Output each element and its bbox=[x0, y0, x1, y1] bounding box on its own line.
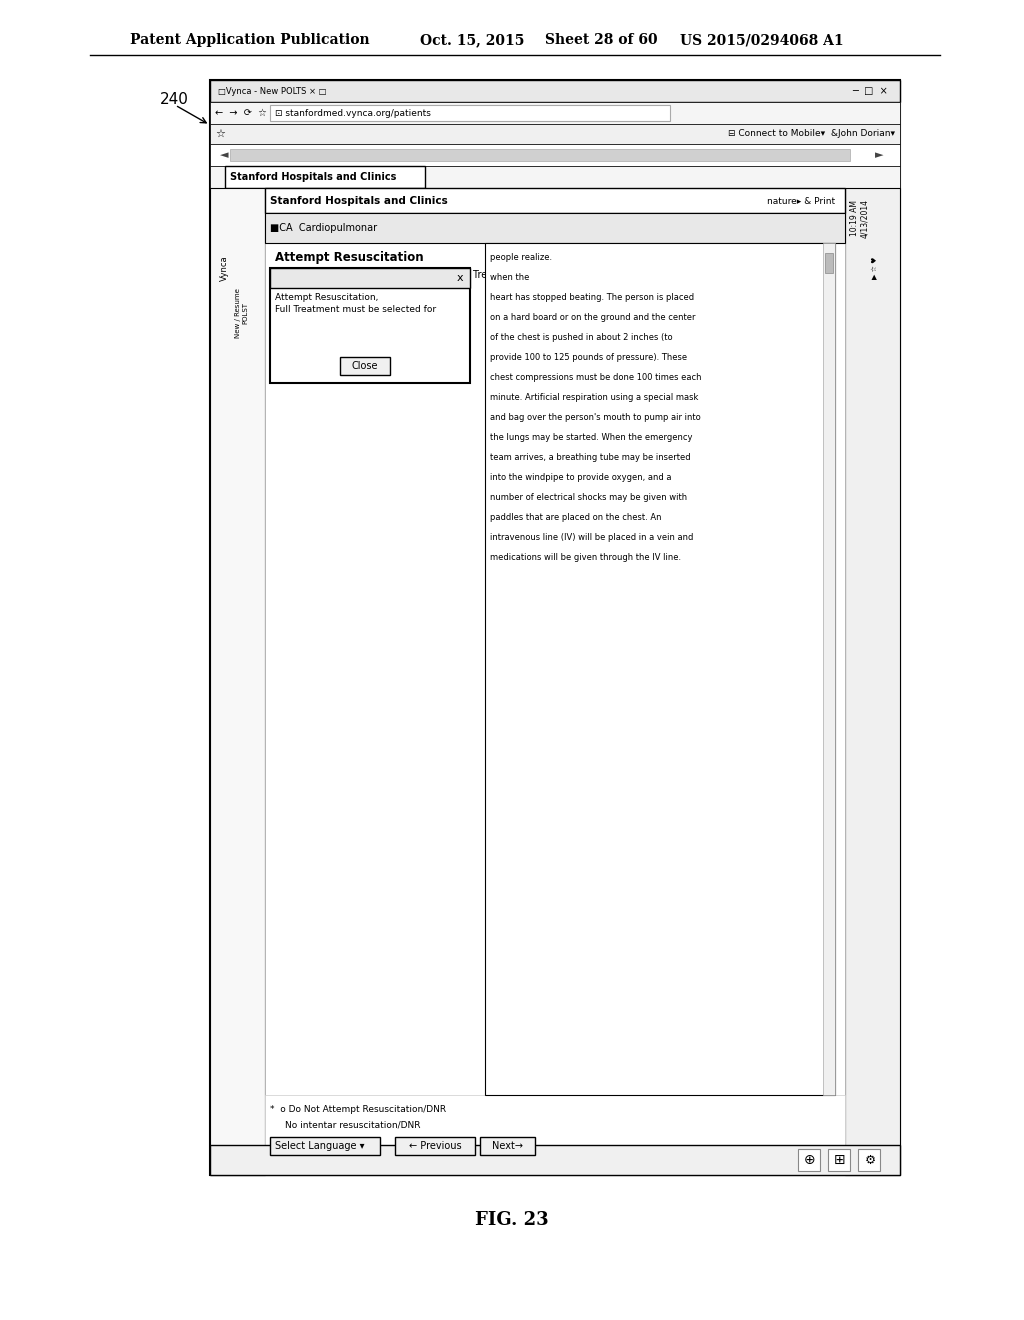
Text: and bag over the person's mouth to pump air into: and bag over the person's mouth to pump … bbox=[490, 413, 700, 422]
Text: Close: Close bbox=[352, 360, 378, 371]
Bar bbox=[485, 243, 835, 1096]
Text: x: x bbox=[457, 273, 463, 282]
Text: Stanford Hospitals and Clinics: Stanford Hospitals and Clinics bbox=[270, 195, 447, 206]
Text: heart has stopped beating. The person is placed: heart has stopped beating. The person is… bbox=[490, 293, 694, 302]
Text: on a hard board or on the ground and the center: on a hard board or on the ground and the… bbox=[490, 314, 695, 322]
Bar bbox=[828, 1148, 850, 1171]
Bar bbox=[210, 81, 900, 102]
Bar bbox=[270, 268, 470, 288]
Bar bbox=[210, 187, 265, 1175]
Text: Attempt Resuscitation,: Attempt Resuscitation, bbox=[275, 293, 379, 302]
Text: 240: 240 bbox=[160, 92, 188, 107]
Text: chest compressions must be done 100 times each: chest compressions must be done 100 time… bbox=[490, 374, 701, 383]
Text: Patent Application Publication: Patent Application Publication bbox=[130, 33, 370, 48]
Bar bbox=[265, 1096, 845, 1175]
Text: Oct. 15, 2015: Oct. 15, 2015 bbox=[420, 33, 524, 48]
Text: nature▸ & Print: nature▸ & Print bbox=[767, 197, 835, 206]
Bar bbox=[265, 187, 845, 213]
Bar bbox=[480, 1137, 535, 1155]
Bar bbox=[858, 1148, 880, 1171]
Bar bbox=[823, 243, 835, 1096]
Text: ← Previous: ← Previous bbox=[409, 1140, 462, 1151]
Text: *  o Do Not Attempt Resuscitation/DNR: * o Do Not Attempt Resuscitation/DNR bbox=[270, 1106, 446, 1114]
Text: Sheet 28 of 60: Sheet 28 of 60 bbox=[545, 33, 657, 48]
Bar bbox=[210, 166, 900, 187]
Text: paddles that are placed on the chest. An: paddles that are placed on the chest. An bbox=[490, 513, 662, 523]
Bar bbox=[270, 1137, 380, 1155]
Text: ►: ► bbox=[874, 150, 884, 160]
Text: Full Treatment must be selected for: Full Treatment must be selected for bbox=[275, 305, 436, 314]
Bar bbox=[340, 356, 390, 375]
Text: ─  □  ×: ─ □ × bbox=[852, 86, 888, 96]
Text: ⊟ Connect to Mobile▾  &John Dorian▾: ⊟ Connect to Mobile▾ &John Dorian▾ bbox=[728, 129, 895, 139]
Text: intravenous line (IV) will be placed in a vein and: intravenous line (IV) will be placed in … bbox=[490, 533, 693, 543]
Text: □Vynca - New POLTS × □: □Vynca - New POLTS × □ bbox=[218, 87, 327, 95]
Text: number of electrical shocks may be given with: number of electrical shocks may be given… bbox=[490, 494, 687, 503]
Text: into the windpipe to provide oxygen, and a: into the windpipe to provide oxygen, and… bbox=[490, 474, 672, 483]
Text: ▶ ☆ ♥: ▶ ☆ ♥ bbox=[872, 257, 879, 280]
Bar bbox=[270, 106, 670, 121]
Bar bbox=[825, 253, 833, 273]
Text: Vynca: Vynca bbox=[220, 255, 229, 281]
Text: medical interventions.: medical interventions. bbox=[275, 282, 384, 292]
Text: No intentar resuscitation/DNR: No intentar resuscitation/DNR bbox=[285, 1121, 421, 1130]
Bar bbox=[210, 144, 900, 166]
Text: minute. Artificial respiration using a special mask: minute. Artificial respiration using a s… bbox=[490, 393, 698, 403]
Text: By selecting Attempt Resuscitation, Full Treatment must be selected for: By selecting Attempt Resuscitation, Full… bbox=[275, 271, 627, 280]
Text: 10:19 AM: 10:19 AM bbox=[850, 201, 859, 236]
Text: ■CA  Cardiopulmonar: ■CA Cardiopulmonar bbox=[270, 223, 377, 234]
Bar bbox=[210, 81, 900, 1175]
Text: ⊡ stanfordmed.vynca.org/patients: ⊡ stanfordmed.vynca.org/patients bbox=[275, 108, 431, 117]
Bar bbox=[210, 187, 900, 1175]
Text: 4/13/2014: 4/13/2014 bbox=[860, 198, 869, 238]
Text: ⚙: ⚙ bbox=[864, 1154, 876, 1167]
Text: team arrives, a breathing tube may be inserted: team arrives, a breathing tube may be in… bbox=[490, 454, 690, 462]
Text: Select Language ▾: Select Language ▾ bbox=[275, 1140, 365, 1151]
Text: medications will be given through the IV line.: medications will be given through the IV… bbox=[490, 553, 681, 562]
Text: people realize.: people realize. bbox=[490, 253, 552, 263]
Bar bbox=[230, 149, 850, 161]
Text: US 2015/0294068 A1: US 2015/0294068 A1 bbox=[680, 33, 844, 48]
Text: ◄: ◄ bbox=[220, 150, 228, 160]
Text: ☆: ☆ bbox=[215, 129, 225, 139]
Text: ⊕: ⊕ bbox=[804, 1152, 816, 1167]
Bar bbox=[270, 268, 470, 383]
Bar bbox=[845, 187, 900, 1175]
Text: New / Resume
POLST: New / Resume POLST bbox=[234, 288, 248, 338]
Bar bbox=[798, 1148, 820, 1171]
Bar bbox=[265, 213, 845, 243]
Text: when the: when the bbox=[490, 273, 529, 282]
Text: of the chest is pushed in about 2 inches (to: of the chest is pushed in about 2 inches… bbox=[490, 334, 673, 342]
Text: Attempt Resuscitation: Attempt Resuscitation bbox=[275, 252, 424, 264]
Bar bbox=[210, 102, 900, 124]
Bar bbox=[225, 166, 425, 187]
Text: ⊞: ⊞ bbox=[835, 1152, 846, 1167]
Text: Stanford Hospitals and Clinics: Stanford Hospitals and Clinics bbox=[230, 172, 396, 182]
Text: FIG. 23: FIG. 23 bbox=[475, 1210, 549, 1229]
Bar bbox=[210, 1144, 900, 1175]
Bar bbox=[210, 124, 900, 144]
Text: Next→: Next→ bbox=[492, 1140, 523, 1151]
Text: the lungs may be started. When the emergency: the lungs may be started. When the emerg… bbox=[490, 433, 692, 442]
Text: ←  →  ⟳  ☆: ← → ⟳ ☆ bbox=[215, 108, 267, 117]
Bar bbox=[265, 187, 845, 1175]
Bar bbox=[395, 1137, 475, 1155]
Text: provide 100 to 125 pounds of pressure). These: provide 100 to 125 pounds of pressure). … bbox=[490, 354, 687, 363]
